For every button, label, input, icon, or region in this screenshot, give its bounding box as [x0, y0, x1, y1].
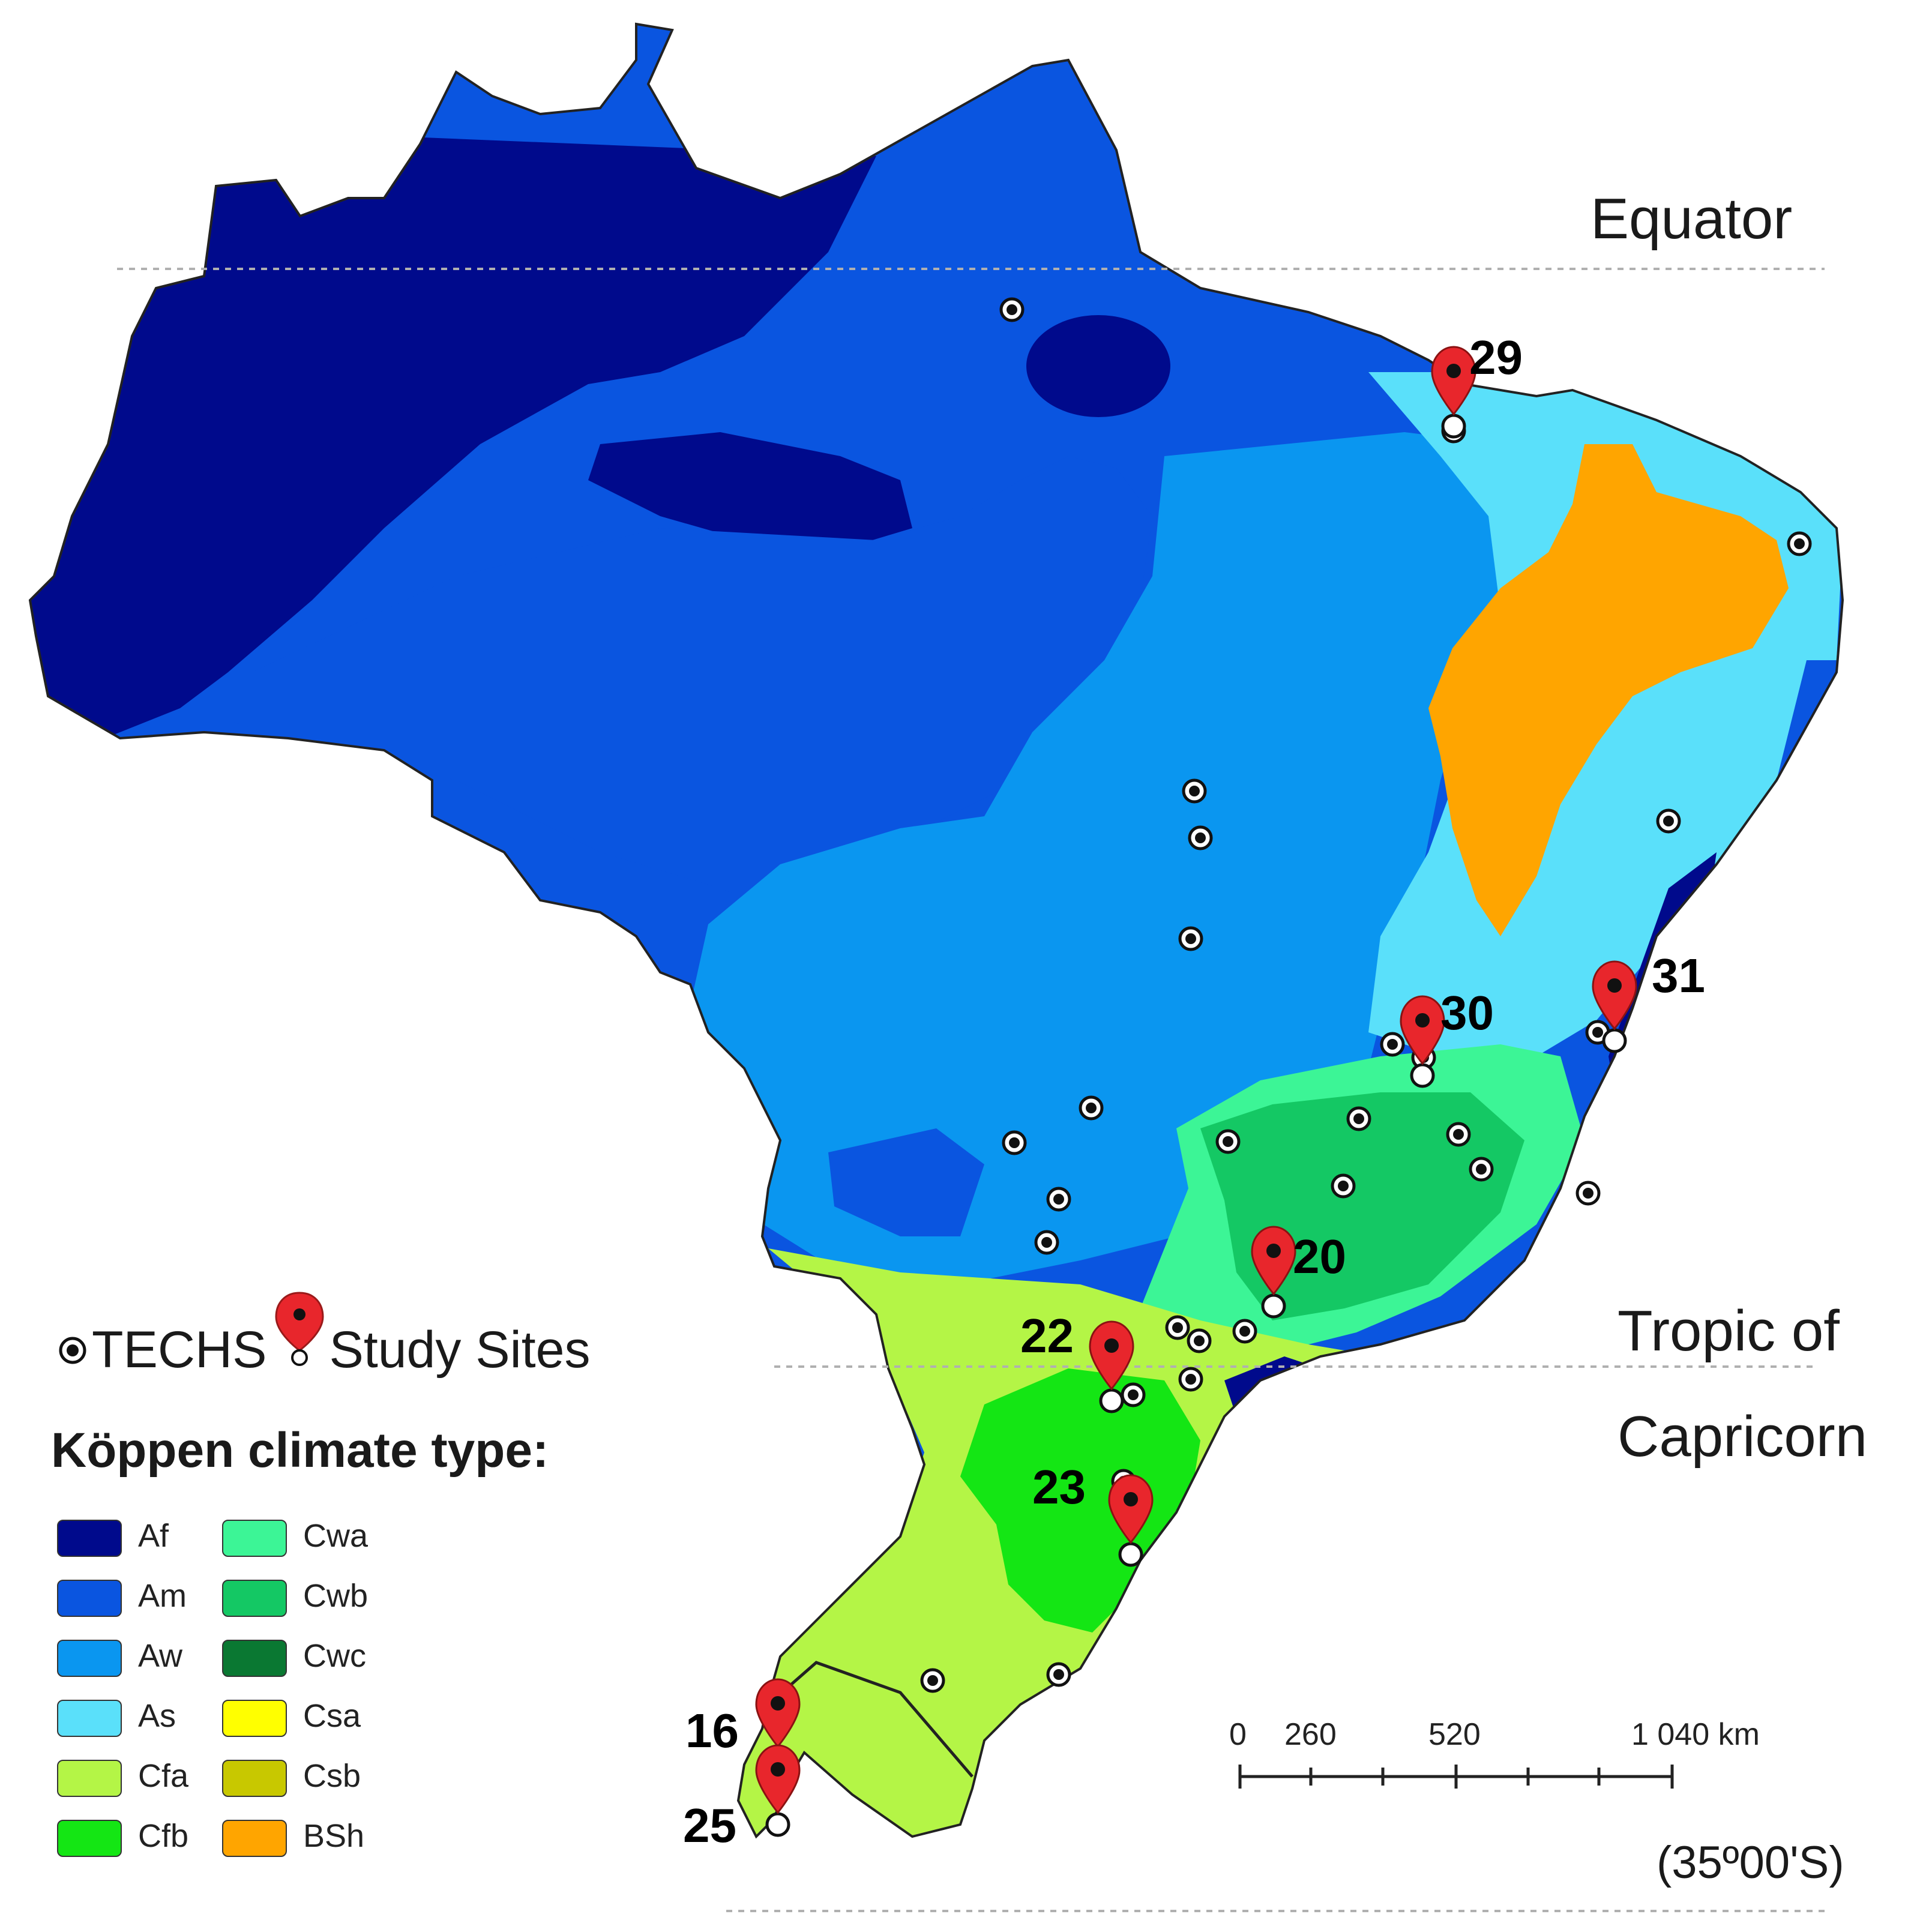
legend-label-am: Am — [138, 1578, 187, 1614]
legend-label-csa: Csa — [303, 1698, 361, 1734]
legend-label-aw: Aw — [138, 1638, 183, 1674]
techs-marker-dot — [1592, 1027, 1603, 1038]
legend-swatch-am — [57, 1580, 122, 1617]
legend-label-bsh: BSh — [303, 1818, 365, 1854]
legend-label-cfa: Cfa — [138, 1758, 189, 1794]
tropic-line-2: Capricorn — [1618, 1404, 1868, 1469]
techs-marker-dot — [1223, 1136, 1233, 1147]
study-site-pin-31 — [1592, 960, 1637, 1053]
techs-marker-dot — [1794, 538, 1805, 549]
techs-marker-dot — [1663, 816, 1674, 826]
techs-marker-dot — [1007, 304, 1017, 315]
legend-swatch-cwc — [222, 1640, 287, 1677]
legend-techs-label: TECHS — [92, 1321, 267, 1379]
legend-swatch-cfb — [57, 1820, 122, 1857]
techs-marker-dot — [1453, 1129, 1464, 1140]
study-site-label-31: 31 — [1652, 949, 1705, 1002]
scale-tick-0: 0 — [1229, 1717, 1247, 1752]
techs-marker-dot — [1338, 1181, 1349, 1191]
techs-marker-dot — [1583, 1188, 1594, 1199]
legend-label-cwc: Cwc — [303, 1638, 366, 1674]
tropic-label: Tropic of Capricorn — [1618, 1278, 1867, 1490]
equator-label: Equator — [1590, 187, 1793, 251]
study-site-pin-23 — [1108, 1474, 1154, 1567]
techs-marker-dot — [927, 1675, 938, 1686]
techs-marker-dot — [1128, 1389, 1139, 1400]
techs-marker-dot — [1189, 786, 1200, 796]
legend-marker-row: TECHS Study Sites — [57, 1291, 591, 1380]
map-pin-icon — [275, 1291, 324, 1366]
scale-bar — [1238, 1765, 1674, 1789]
techs-marker-dot — [1053, 1194, 1064, 1205]
legend-swatch-cwa — [222, 1520, 287, 1557]
legend-title: Köppen climate type: — [51, 1423, 549, 1478]
study-site-pin-29 — [1431, 346, 1476, 439]
legend-swatch-cfa — [57, 1760, 122, 1797]
legend-swatch-aw — [57, 1640, 122, 1677]
study-site-label-30: 30 — [1440, 986, 1494, 1040]
legend-swatch-csa — [222, 1700, 287, 1737]
legend-swatch-cwb — [222, 1580, 287, 1617]
legend-swatch-bsh — [222, 1820, 287, 1857]
study-site-label-22: 22 — [1020, 1309, 1074, 1362]
legend-label-cfb: Cfb — [138, 1818, 189, 1854]
legend-label-af: Af — [138, 1518, 169, 1554]
legend-swatch-csb — [222, 1760, 287, 1797]
techs-marker-dot — [1239, 1326, 1250, 1337]
study-site-pin-22 — [1089, 1320, 1134, 1413]
legend-swatch-af — [57, 1520, 122, 1557]
study-site-label-20: 20 — [1293, 1230, 1346, 1283]
legend-label-cwb: Cwb — [303, 1578, 369, 1614]
legend-swatch-as — [57, 1700, 122, 1737]
study-site-pin-30 — [1400, 995, 1445, 1088]
target-dot-icon — [59, 1337, 86, 1364]
techs-marker-dot — [1353, 1113, 1364, 1124]
techs-marker-dot — [1086, 1103, 1097, 1113]
study-site-label-16: 16 — [685, 1704, 739, 1757]
techs-marker-dot — [1009, 1137, 1020, 1148]
scale-tick-1040: 1 040 km — [1631, 1717, 1760, 1752]
legend-label-csb: Csb — [303, 1758, 361, 1794]
techs-marker-dot — [1195, 832, 1206, 843]
legend-label-as: As — [138, 1698, 176, 1734]
study-site-pin-20 — [1251, 1226, 1296, 1319]
techs-marker-dot — [1041, 1237, 1052, 1248]
study-site-label-25: 25 — [683, 1799, 736, 1852]
scale-tick-260: 260 — [1284, 1717, 1337, 1752]
study-site-pin-25 — [755, 1744, 801, 1837]
techs-marker-dot — [1185, 933, 1196, 944]
techs-marker-dot — [1053, 1669, 1064, 1680]
techs-marker-dot — [1387, 1039, 1398, 1050]
techs-marker-dot — [1476, 1164, 1487, 1175]
study-site-label-23: 23 — [1032, 1460, 1086, 1514]
study-site-label-29: 29 — [1469, 331, 1523, 384]
techs-marker-dot — [1185, 1374, 1196, 1385]
latitude-label: (35º00'S) — [1657, 1837, 1844, 1888]
tropic-line-1: Tropic of — [1618, 1299, 1840, 1363]
legend-study-sites-label: Study Sites — [329, 1321, 591, 1379]
legend-label-cwa: Cwa — [303, 1518, 369, 1554]
techs-marker-dot — [1194, 1335, 1205, 1346]
techs-marker-dot — [1172, 1322, 1183, 1333]
scale-tick-520: 520 — [1428, 1717, 1481, 1752]
